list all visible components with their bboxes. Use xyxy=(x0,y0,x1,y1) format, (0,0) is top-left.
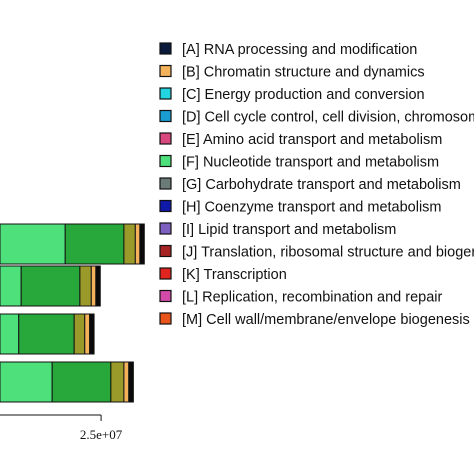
legend-swatch-h xyxy=(159,199,172,213)
legend-label-d: [D] Cell cycle control, cell division, c… xyxy=(182,110,474,126)
bar-2-segment-1 xyxy=(0,265,22,307)
legend-swatch-m xyxy=(159,312,172,325)
bar-1-segment-5 xyxy=(139,223,145,265)
bar-1-segment-1 xyxy=(0,223,66,265)
bar-4-segment-1 xyxy=(0,361,53,403)
legend-label-f: [F] Nucleotide transport and metabolism xyxy=(182,155,439,171)
legend-swatch-e xyxy=(159,132,172,145)
bars-layer xyxy=(0,223,145,403)
bar-4-segment-2 xyxy=(51,361,112,403)
legend-label-h: [H] Coenzyme transport and metabolism xyxy=(182,200,442,216)
x-tick-label: 2.5e+07 xyxy=(80,427,123,442)
bar-3-segment-1 xyxy=(0,313,20,355)
legend-label-j: [J] Translation, ribosomal structure and… xyxy=(182,245,474,261)
bar-4-segment-3 xyxy=(110,361,125,403)
bar-4-segment-5 xyxy=(128,361,134,403)
bar-3-segment-4 xyxy=(84,313,91,355)
bar-2-segment-5 xyxy=(95,265,101,307)
legend-label-a: [A] RNA processing and modification xyxy=(182,42,417,58)
legend-swatch-d xyxy=(159,109,172,123)
legend-label-g: [G] Carbohydrate transport and metabolis… xyxy=(182,177,461,193)
legend-swatch-b xyxy=(159,64,172,78)
legend: [A] RNA processing and modification [B] C… xyxy=(159,42,474,328)
bar-1-segment-3 xyxy=(123,223,136,265)
x-axis: 2.5e+07 xyxy=(0,414,123,442)
legend-swatch-k xyxy=(159,267,172,280)
legend-label-l: [L] Replication, recombination and repai… xyxy=(182,290,443,306)
bar-1-segment-2 xyxy=(64,223,125,265)
bar-1-segment-4 xyxy=(134,223,141,265)
legend-swatch-a xyxy=(159,42,172,55)
legend-label-m: [M] Cell wall/membrane/envelope biogenes… xyxy=(182,312,470,328)
legend-swatch-j xyxy=(159,244,172,258)
legend-label-e: [E] Amino acid transport and metabolism xyxy=(182,132,442,148)
bar-3-segment-5 xyxy=(89,313,95,355)
bar-2-segment-2 xyxy=(20,265,81,307)
legend-swatch-i xyxy=(159,222,172,235)
legend-swatch-c xyxy=(159,87,172,100)
legend-label-i: [I] Lipid transport and metabolism xyxy=(182,222,396,238)
legend-swatch-g xyxy=(159,177,172,190)
legend-label-c: [C] Energy production and conversion xyxy=(182,87,425,103)
legend-swatch-f xyxy=(159,154,172,168)
bar-2-segment-4 xyxy=(90,265,97,307)
legend-label-k: [K] Transcription xyxy=(182,267,287,283)
bar-4-segment-4 xyxy=(123,361,130,403)
bar-3-segment-2 xyxy=(18,313,75,355)
bar-3-segment-3 xyxy=(73,313,86,355)
legend-label-b: [B] Chromatin structure and dynamics xyxy=(182,65,425,81)
legend-swatch-l xyxy=(159,289,172,303)
bar-2-segment-3 xyxy=(79,265,92,307)
